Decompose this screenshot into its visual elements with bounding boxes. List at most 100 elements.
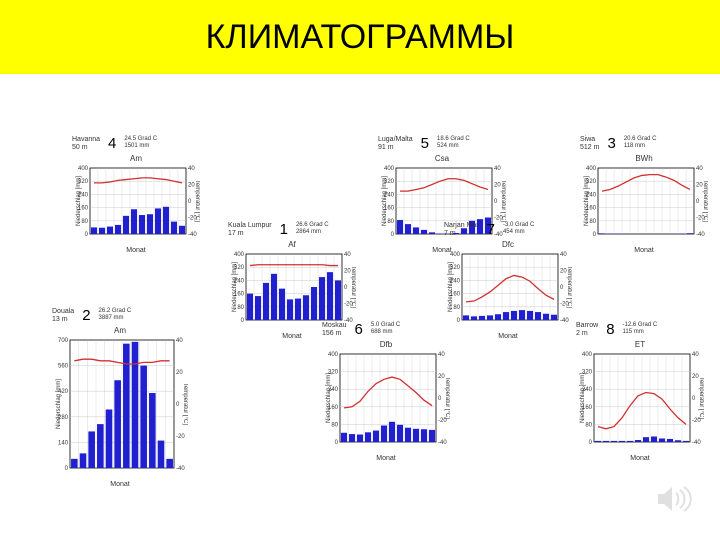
location: Siwa512 m [580, 136, 599, 153]
svg-text:Niederschlag [mm]: Niederschlag [mm] [326, 372, 332, 422]
svg-text:Temperatur [°C]: Temperatur [°C] [194, 179, 200, 221]
chart-meta: 24.5 Grad C1501 mm [124, 136, 157, 153]
svg-text:400: 400 [582, 352, 593, 358]
chart-header: Narjan Mar7 m 7 -3.0 Grad C454 mm [444, 222, 572, 239]
climatogram-2: Douala13 m226.2 Grad C3887 mmAm014028042… [52, 308, 188, 488]
svg-text:Temperatur [°C]: Temperatur [°C] [566, 265, 572, 307]
svg-text:Niederschlag [mm]: Niederschlag [mm] [584, 175, 590, 225]
svg-text:Temperatur [°C]: Temperatur [°C] [698, 376, 704, 418]
climatogram-4: Havanna50 m424.5 Grad C1501 mmAm08016024… [72, 136, 200, 254]
svg-text:0: 0 [335, 440, 339, 446]
chart-meta: -3.0 Grad C454 mm [503, 222, 534, 239]
chart-number: 6 [355, 322, 363, 339]
svg-text:0: 0 [65, 466, 69, 472]
svg-text:400: 400 [78, 166, 89, 172]
x-axis-label: Monat [576, 455, 704, 462]
svg-text:80: 80 [453, 304, 460, 310]
location: Barrow2 m [576, 322, 598, 339]
x-axis-label: Monat [580, 247, 708, 254]
chart-meta: 18.6 Grad C524 mm [437, 136, 470, 153]
svg-text:40: 40 [188, 166, 195, 172]
svg-text:0: 0 [241, 318, 245, 324]
chart-meta: 20.6 Grad C118 mm [624, 136, 657, 153]
svg-text:0: 0 [589, 440, 593, 446]
chart-header: Moskau156 m65.0 Grad C688 mm [322, 322, 450, 339]
svg-text:0: 0 [438, 396, 442, 402]
svg-text:560: 560 [58, 363, 69, 369]
svg-text:Niederschlag [mm]: Niederschlag [mm] [232, 261, 238, 311]
svg-text:80: 80 [81, 218, 88, 224]
svg-text:-40: -40 [188, 232, 197, 238]
chart-header: Kuala Lumpur17 m126.6 Grad C2864 mm [228, 222, 356, 239]
chart-meta: 26.2 Grad C3887 mm [99, 308, 132, 325]
location: Narjan Mar7 m [444, 222, 479, 239]
x-axis-label: Monat [72, 247, 200, 254]
x-axis-label: Monat [52, 481, 188, 488]
chart-plot: 080160240320400-40-2002040Niederschlag [… [322, 350, 450, 454]
svg-text:0: 0 [188, 199, 192, 205]
chart-number: 8 [606, 322, 614, 339]
climatogram-3: Siwa512 m320.6 Grad C118 mmBWh0801602403… [580, 136, 708, 254]
chart-header: Luga/Malta91 m 5 18.6 Grad C524 mm [378, 136, 506, 153]
chart-meta: -12.6 Grad C115 mm [623, 322, 658, 339]
climate-code: Am [72, 154, 200, 163]
svg-text:40: 40 [438, 352, 445, 358]
svg-text:400: 400 [586, 166, 597, 172]
svg-text:-40: -40 [176, 466, 185, 472]
speaker-icon [656, 483, 692, 520]
svg-text:400: 400 [234, 252, 245, 258]
svg-text:40: 40 [692, 352, 699, 358]
climate-code: BWh [580, 154, 708, 163]
svg-text:400: 400 [384, 166, 395, 172]
svg-text:Niederschlag [mm]: Niederschlag [mm] [580, 372, 586, 422]
svg-text:40: 40 [560, 252, 567, 258]
svg-text:Temperatur [°C]: Temperatur [°C] [444, 376, 450, 418]
chart-header: Siwa512 m 3 20.6 Grad C118 mm [580, 136, 708, 153]
svg-text:Niederschlag [mm]: Niederschlag [mm] [382, 175, 388, 225]
svg-text:0: 0 [457, 318, 461, 324]
chart-plot: 080160240320400-40-2002040Niederschlag [… [72, 164, 200, 246]
x-axis-label: Monat [322, 455, 450, 462]
svg-text:0: 0 [593, 232, 597, 238]
svg-text:Temperatur [°C]: Temperatur [°C] [350, 265, 356, 307]
location: Luga/Malta91 m [378, 136, 413, 153]
svg-text:Niederschlag [mm]: Niederschlag [mm] [56, 378, 62, 428]
svg-text:Niederschlag [mm]: Niederschlag [mm] [76, 175, 82, 225]
chart-plot: 080160240320400-40-2002040Niederschlag [… [576, 350, 704, 454]
svg-text:-40: -40 [696, 232, 705, 238]
climate-code: Dfc [444, 240, 572, 249]
svg-text:0: 0 [494, 199, 498, 205]
climatogram-8: Barrow2 m8-12.6 Grad C115 mmET0801602403… [576, 322, 704, 462]
svg-text:700: 700 [58, 338, 69, 344]
svg-text:-20: -20 [176, 434, 185, 440]
svg-text:80: 80 [585, 422, 592, 428]
svg-text:80: 80 [589, 218, 596, 224]
chart-meta: 26.6 Grad C2864 mm [296, 222, 329, 239]
location: Douala13 m [52, 308, 74, 325]
svg-text:140: 140 [58, 440, 69, 446]
svg-text:40: 40 [494, 166, 501, 172]
chart-plot: 080160240320400-40-2002040Niederschlag [… [444, 250, 572, 332]
svg-text:40: 40 [176, 338, 183, 344]
chart-header: Douala13 m226.2 Grad C3887 mm [52, 308, 188, 325]
chart-header: Havanna50 m424.5 Grad C1501 mm [72, 136, 200, 153]
svg-text:80: 80 [331, 422, 338, 428]
svg-text:0: 0 [391, 232, 395, 238]
chart-plot: 0140280420560700-40-2002040Niederschlag … [52, 336, 188, 480]
svg-text:-40: -40 [560, 318, 569, 324]
page-title: КЛИМАТОГРАММЫ [206, 18, 515, 57]
svg-text:Temperatur [°C]: Temperatur [°C] [702, 179, 708, 221]
charts-grid: Havanna50 m424.5 Grad C1501 mmAm08016024… [0, 74, 720, 540]
climatogram-6: Moskau156 m65.0 Grad C688 mmDfb080160240… [322, 322, 450, 462]
chart-number: 3 [607, 136, 615, 153]
chart-meta: 5.0 Grad C688 mm [371, 322, 400, 339]
svg-text:400: 400 [328, 352, 339, 358]
svg-text:-40: -40 [692, 440, 701, 446]
chart-number: 1 [280, 222, 288, 239]
climate-code: Am [52, 326, 188, 335]
svg-text:0: 0 [344, 285, 348, 291]
chart-number: 7 [487, 222, 495, 239]
svg-text:Temperatur [°C]: Temperatur [°C] [500, 179, 506, 221]
x-axis-label: Monat [444, 333, 572, 340]
chart-number: 5 [421, 136, 429, 153]
